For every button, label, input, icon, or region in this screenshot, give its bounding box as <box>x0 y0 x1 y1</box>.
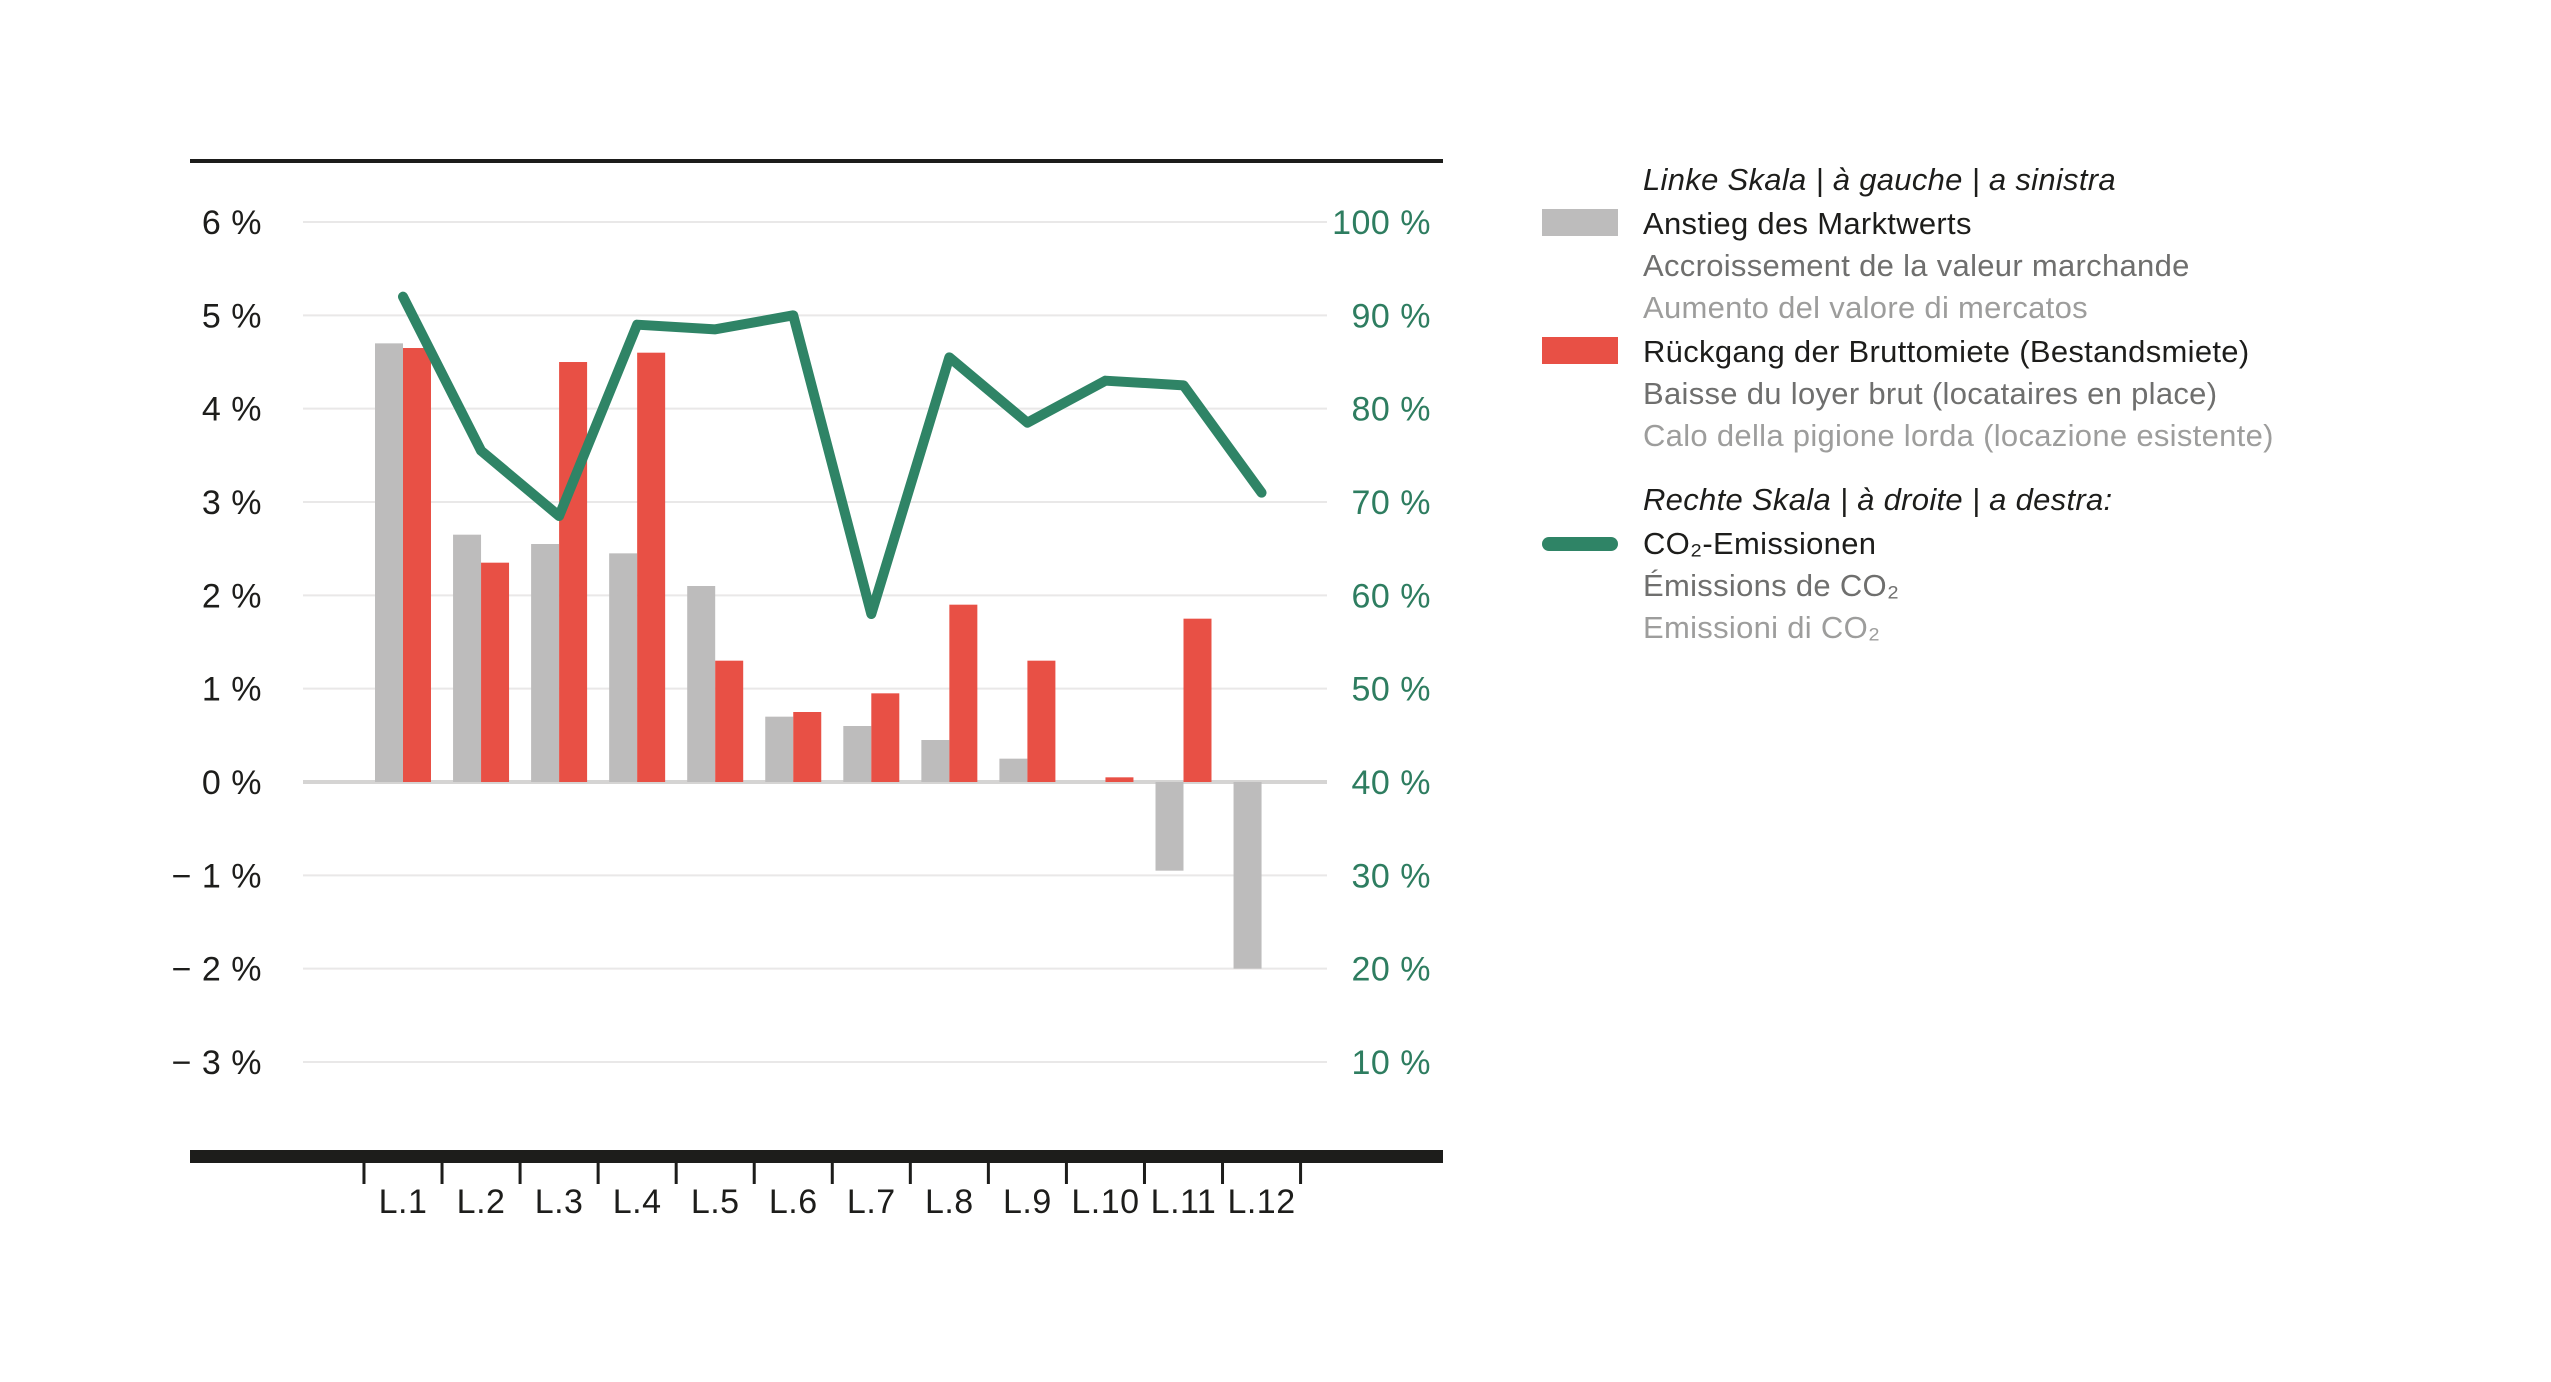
co2-line <box>398 291 1267 620</box>
bar-marktwert-L.1 <box>375 343 403 782</box>
y-axis-label-right: 70 % <box>1352 484 1432 522</box>
x-axis-label: L.11 <box>1151 1183 1217 1221</box>
y-axis-label-right: 40 % <box>1352 764 1432 802</box>
y-axis-label-right: 60 % <box>1352 577 1432 615</box>
legend-label-co2-fr: Émissions de CO₂ <box>1643 568 1900 603</box>
x-axis-label: L.10 <box>1071 1183 1139 1221</box>
legend-label-bruttomiete-fr: Baisse du loyer brut (locataires en plac… <box>1643 376 2218 411</box>
legend-label-marktwert-it: Aumento del valore di mercatos <box>1643 290 2088 325</box>
legend-right-scale-header: Rechte Skala | à droite | a destra: <box>1643 482 2113 517</box>
bar-bruttomiete-L.2 <box>481 562 510 782</box>
y-axis-label-left: − 3 % <box>172 1044 262 1082</box>
bar-marktwert-L.4 <box>609 553 638 782</box>
bar-bruttomiete-L.10 <box>1105 777 1134 782</box>
x-axis-label: L.3 <box>535 1183 584 1221</box>
legend-label-marktwert-fr: Accroissement de la valeur marchande <box>1643 248 2190 283</box>
y-axis-label-right: 80 % <box>1352 391 1432 429</box>
bar-marktwert-L.9 <box>999 758 1028 782</box>
x-axis-label: L.7 <box>847 1183 896 1221</box>
gray-bar-swatch <box>1542 209 1618 236</box>
y-axis-label-right: 10 % <box>1352 1044 1432 1082</box>
bar-marktwert-L.6 <box>765 716 794 782</box>
y-axis-label-left: 5 % <box>202 297 262 335</box>
x-axis-label: L.5 <box>691 1183 740 1221</box>
y-axis-label-right: 20 % <box>1352 951 1432 989</box>
bar-marktwert-L.5 <box>687 586 716 782</box>
bar-marktwert-L.2 <box>453 534 482 782</box>
bar-marktwert-L.11 <box>1155 782 1184 871</box>
legend-label-bruttomiete-it: Calo della pigione lorda (locazione esis… <box>1643 418 2274 453</box>
y-axis-label-left: 6 % <box>202 204 262 242</box>
legend-label-marktwert-de: Anstieg des Marktwerts <box>1643 206 1972 241</box>
y-axis-label-left: − 2 % <box>172 951 262 989</box>
y-axis-label-left: − 1 % <box>172 857 262 895</box>
x-axis-label: L.12 <box>1227 1183 1295 1221</box>
bar-bruttomiete-L.4 <box>637 352 666 782</box>
bar-marktwert-L.12 <box>1233 782 1262 969</box>
red-bar-swatch <box>1542 337 1618 364</box>
y-axis-label-left: 0 % <box>202 764 262 802</box>
y-axis-label-left: 4 % <box>202 391 262 429</box>
x-axis-label: L.1 <box>379 1183 428 1221</box>
bar-bruttomiete-L.5 <box>715 660 744 782</box>
green-line-swatch <box>1542 537 1618 551</box>
y-axis-label-right: 50 % <box>1352 671 1432 709</box>
y-axis-label-right: 100 % <box>1332 204 1431 242</box>
x-axis-label: L.8 <box>925 1183 974 1221</box>
x-axis-label: L.2 <box>457 1183 506 1221</box>
bar-bruttomiete-L.9 <box>1027 660 1056 782</box>
y-axis-label-left: 2 % <box>202 577 262 615</box>
x-axis-label: L.6 <box>769 1183 818 1221</box>
bar-bruttomiete-L.3 <box>559 362 588 782</box>
bar-marktwert-L.8 <box>921 740 950 782</box>
legend-label-bruttomiete-de: Rückgang der Bruttomiete (Bestandsmiete) <box>1643 334 2250 369</box>
bar-bruttomiete-L.11 <box>1183 618 1212 782</box>
bar-bruttomiete-L.8 <box>949 604 978 782</box>
x-axis-label: L.4 <box>613 1183 662 1221</box>
y-axis-label-left: 1 % <box>202 671 262 709</box>
bar-bruttomiete-L.7 <box>871 693 900 782</box>
bar-bruttomiete-L.6 <box>793 712 822 782</box>
legend-label-co2-de: CO₂-Emissionen <box>1643 526 1877 561</box>
bar-bruttomiete-L.1 <box>403 348 431 782</box>
y-axis-label-left: 3 % <box>202 484 262 522</box>
bar-marktwert-L.3 <box>531 544 560 782</box>
x-axis-label: L.9 <box>1003 1183 1052 1221</box>
y-axis-label-right: 30 % <box>1352 857 1432 895</box>
y-axis-label-right: 90 % <box>1352 297 1432 335</box>
legend-left-scale-header: Linke Skala | à gauche | a sinistra <box>1643 162 2116 197</box>
legend-label-co2-it: Emissioni di CO₂ <box>1643 610 1881 645</box>
x-axis-bar <box>190 1150 1443 1163</box>
bar-marktwert-L.7 <box>843 726 872 782</box>
